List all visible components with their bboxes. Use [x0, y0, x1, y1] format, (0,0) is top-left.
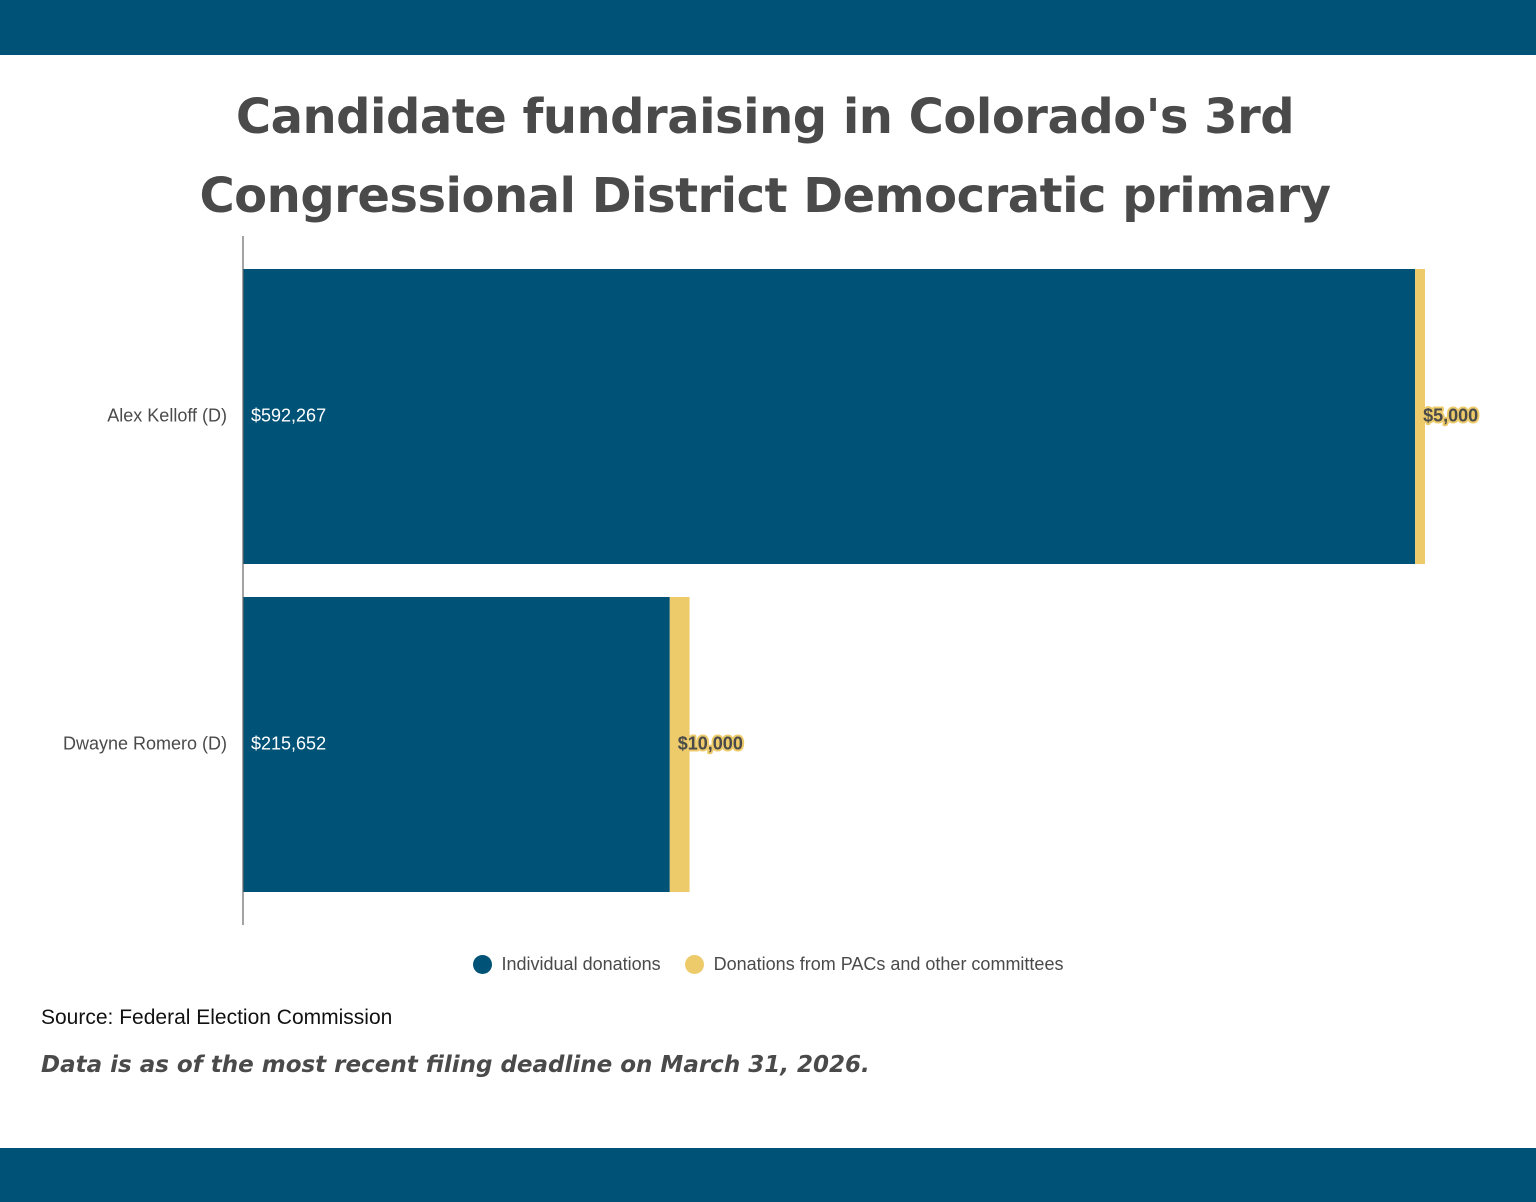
data-label-individual: $592,267 [251, 405, 326, 425]
category-label: Dwayne Romero (D) [63, 733, 227, 753]
source-note: Source: Federal Election Commission [41, 1006, 393, 1029]
data-label-pac: $5,000 [1423, 405, 1478, 425]
bar-segment-pac [669, 597, 690, 892]
bar-segment-individual [243, 597, 670, 892]
bar-segment-pac [1415, 269, 1425, 564]
legend-label-individual: Individual donations [501, 954, 661, 974]
bottom-band [0, 1148, 1536, 1202]
category-label: Alex Kelloff (D) [107, 405, 227, 425]
top-band [0, 0, 1536, 55]
legend: Individual donations Donations from PACs… [0, 954, 1536, 975]
bar-segment-individual [243, 269, 1416, 564]
legend-dot-individual [472, 955, 492, 974]
legend-label-pac: Donations from PACs and other committees [713, 954, 1064, 974]
legend-item-pac: Donations from PACs and other committees [684, 954, 1064, 975]
data-note: Data is as of the most recent filing dea… [41, 1052, 870, 1078]
legend-dot-pac [684, 955, 704, 974]
chart-title: Candidate fundraising in Colorado's 3rd … [199, 89, 1331, 224]
data-label-individual: $215,652 [251, 733, 326, 753]
bar-chart: Alex Kelloff (D) $592,267 $5,000 Dwayne Rom… [63, 236, 1480, 925]
data-label-pac: $10,000 [678, 733, 743, 753]
legend-item-individual: Individual donations [472, 954, 661, 975]
